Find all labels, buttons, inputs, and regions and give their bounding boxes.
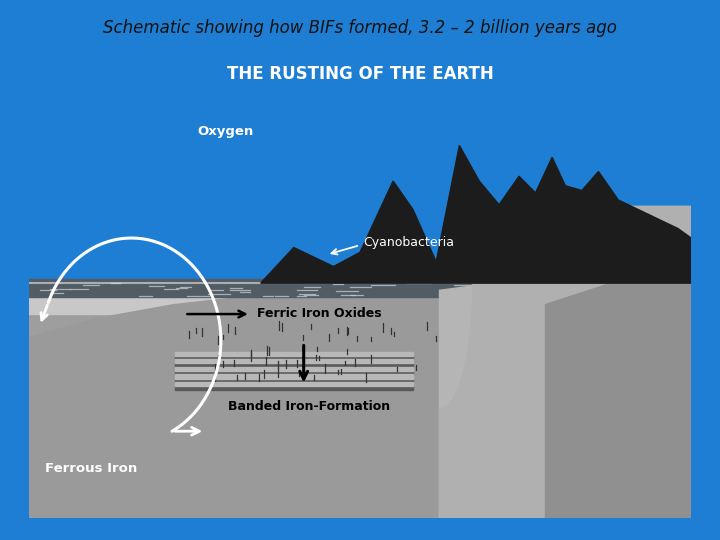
Bar (29, 286, 691, 314)
Bar (29, 284, 691, 288)
Bar (29, 284, 691, 289)
Bar (29, 283, 691, 288)
Bar (174, 363, 413, 367)
Bar (174, 367, 413, 371)
Bar (29, 283, 691, 288)
Bar (29, 283, 691, 288)
Bar (29, 285, 691, 289)
Bar (29, 284, 691, 289)
Bar (29, 284, 691, 289)
Bar (29, 285, 691, 290)
Bar (174, 356, 413, 360)
Bar (29, 285, 691, 289)
Bar (29, 283, 691, 288)
Polygon shape (439, 257, 691, 518)
Bar (174, 374, 413, 379)
Bar (174, 352, 413, 356)
Bar (29, 285, 691, 290)
Bar (29, 282, 691, 287)
Bar (29, 433, 691, 518)
Bar (29, 284, 691, 288)
Bar (29, 283, 691, 288)
Bar (29, 285, 691, 290)
Bar (174, 379, 413, 382)
Bar (29, 282, 691, 287)
Bar (29, 283, 691, 288)
Bar (29, 284, 691, 289)
Bar (29, 282, 691, 288)
Bar (29, 284, 691, 289)
Text: Schematic showing how BIFs formed, 3.2 – 2 billion years ago: Schematic showing how BIFs formed, 3.2 –… (103, 19, 617, 37)
Bar (29, 282, 691, 287)
Bar (29, 282, 691, 287)
Polygon shape (546, 257, 691, 518)
Bar (29, 281, 691, 286)
Polygon shape (439, 206, 691, 518)
Bar (29, 284, 691, 288)
Bar (29, 285, 691, 289)
Bar (29, 284, 691, 289)
Bar (29, 282, 691, 287)
Bar (29, 284, 691, 289)
Bar (29, 285, 691, 291)
Bar (29, 279, 691, 298)
Bar (29, 282, 691, 287)
Bar (29, 281, 691, 286)
Text: Banded Iron-Formation: Banded Iron-Formation (228, 400, 390, 413)
Bar (29, 281, 691, 287)
Bar (174, 386, 413, 390)
Bar (29, 282, 691, 288)
Text: Ferric Iron Oxides: Ferric Iron Oxides (257, 307, 382, 320)
Bar (29, 282, 691, 287)
Bar (29, 284, 691, 288)
Bar (29, 284, 691, 289)
Bar (174, 382, 413, 386)
Text: Cyanobacteria: Cyanobacteria (364, 237, 454, 249)
Text: Oxygen: Oxygen (198, 125, 254, 138)
Bar (29, 285, 691, 290)
Bar (29, 285, 691, 289)
Bar (29, 284, 691, 289)
Bar (29, 281, 691, 287)
Bar (29, 282, 691, 287)
Bar (29, 282, 691, 288)
Bar (29, 284, 691, 289)
Bar (29, 285, 691, 290)
Bar (29, 281, 691, 286)
Bar (29, 282, 691, 287)
Bar (174, 359, 413, 363)
Polygon shape (29, 288, 691, 518)
Bar (29, 281, 691, 287)
Text: THE RUSTING OF THE EARTH: THE RUSTING OF THE EARTH (227, 65, 493, 83)
Bar (29, 285, 691, 290)
Bar (29, 285, 691, 290)
Bar (29, 283, 691, 288)
Bar (29, 291, 691, 518)
Bar (29, 284, 691, 289)
Bar (29, 283, 691, 288)
Bar (29, 282, 691, 287)
Bar (29, 284, 691, 288)
Text: Ferrous Iron: Ferrous Iron (45, 462, 138, 475)
Bar (29, 285, 691, 290)
Bar (29, 281, 691, 286)
Bar (29, 282, 691, 287)
Bar (174, 371, 413, 375)
Bar (29, 282, 691, 287)
Polygon shape (261, 145, 691, 283)
Bar (29, 285, 691, 289)
